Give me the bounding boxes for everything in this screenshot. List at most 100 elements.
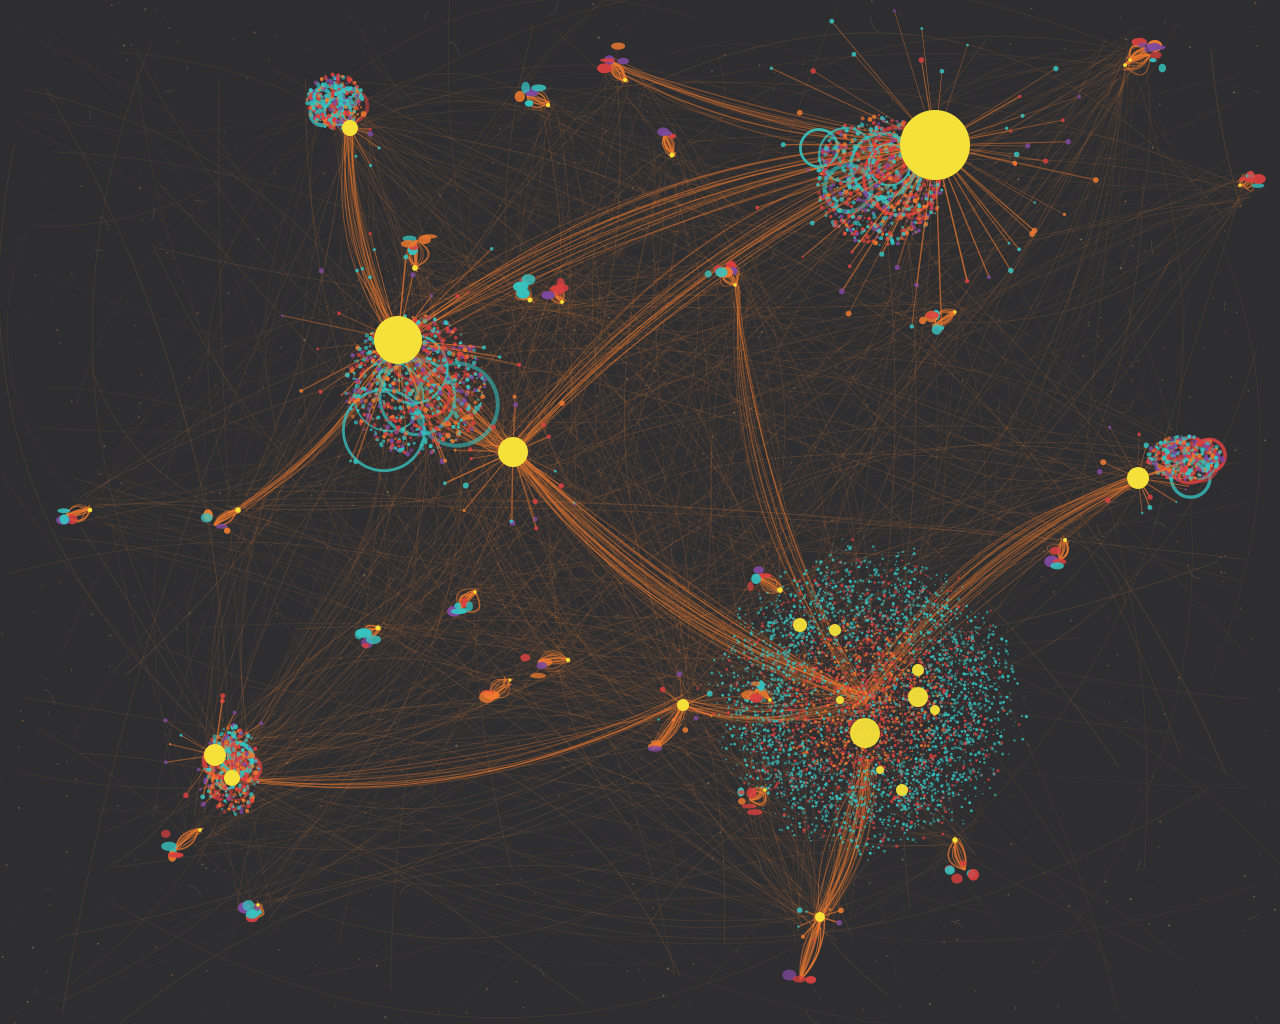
cluster-node [804, 632, 806, 634]
cluster-node [901, 600, 904, 602]
noise-node [144, 8, 147, 11]
noise-node [1151, 146, 1154, 149]
cluster-node [949, 726, 953, 729]
cluster-node [792, 689, 794, 692]
cluster-node [996, 729, 999, 732]
cluster-node [799, 704, 802, 707]
cluster-node [922, 652, 926, 656]
noise-node [1148, 923, 1151, 925]
cluster-node [786, 623, 789, 626]
cluster-node [933, 699, 937, 703]
noise-node [898, 350, 901, 353]
cluster-node [793, 732, 796, 735]
cluster-node [974, 753, 977, 757]
noise-node [1131, 379, 1134, 382]
cluster-node [778, 757, 780, 759]
cluster-node [936, 603, 939, 606]
noise-node [98, 473, 101, 476]
noise-node [1118, 385, 1120, 388]
cluster-node [776, 651, 780, 655]
cluster-node [1004, 665, 1008, 669]
noise-node [1129, 897, 1132, 901]
noise-node [1147, 256, 1149, 259]
noise-node [405, 477, 407, 480]
cluster-node [883, 602, 885, 605]
cluster-node [908, 760, 910, 762]
cluster-node [741, 709, 746, 713]
cluster-node [892, 765, 894, 767]
noise-node [155, 10, 158, 13]
cluster-node [883, 696, 885, 698]
cluster-node [901, 589, 903, 591]
cluster-node [873, 797, 876, 800]
cluster-node [771, 740, 774, 744]
cluster-node [868, 668, 870, 671]
cluster-node [700, 684, 703, 687]
noise-node [226, 841, 229, 844]
cluster-node [930, 764, 934, 768]
cluster-node [811, 624, 813, 626]
cluster-node [885, 633, 887, 635]
cluster-node [850, 563, 853, 566]
cluster-node [961, 654, 964, 657]
cluster-node [805, 777, 808, 780]
cluster-node [792, 782, 795, 785]
noise-node [1144, 250, 1147, 252]
cluster-node [846, 788, 848, 791]
cluster-node [878, 632, 881, 635]
cluster-node [911, 564, 913, 566]
noise-node [273, 713, 275, 715]
cluster-node [1013, 677, 1016, 680]
noise-node [90, 613, 93, 616]
cluster-node [947, 718, 949, 720]
noise-node [745, 951, 748, 954]
noise-node [549, 323, 551, 325]
noise-node [12, 920, 15, 923]
noise-node [196, 312, 199, 315]
cluster-node [945, 668, 947, 671]
cluster-node [866, 822, 869, 825]
noise-node [176, 40, 179, 43]
cluster-node [916, 751, 919, 754]
cluster-node [836, 720, 841, 724]
cluster-node [787, 617, 790, 621]
cluster-node [859, 798, 861, 801]
cluster-node [901, 645, 904, 649]
noise-node [384, 590, 387, 593]
cluster-node [772, 710, 775, 713]
noise-node [752, 47, 755, 49]
cluster-node [948, 631, 951, 634]
cluster-node [919, 585, 922, 587]
cluster-node [750, 651, 754, 655]
cluster-node [791, 593, 793, 595]
cluster-node [932, 694, 935, 698]
cluster-node [909, 820, 913, 824]
cluster-node [773, 627, 776, 630]
cluster-node [914, 807, 917, 811]
cluster-node [758, 732, 761, 735]
cluster-node [842, 583, 844, 585]
cluster-node [842, 817, 844, 820]
cluster-node [799, 667, 802, 670]
cluster-node [815, 802, 818, 805]
noise-node [1108, 616, 1110, 619]
cluster-node [903, 709, 905, 711]
noise-node [652, 370, 654, 372]
noise-node [438, 194, 441, 197]
cluster-node [956, 756, 959, 759]
cluster-node [811, 636, 814, 639]
cluster-node [959, 745, 961, 747]
noise-node [956, 938, 958, 941]
noise-node [797, 929, 799, 931]
cluster-node [725, 668, 728, 671]
noise-node [829, 560, 831, 563]
noise-node [137, 416, 140, 419]
cluster-node [730, 622, 733, 625]
noise-node [928, 1002, 931, 1005]
cluster-node [826, 632, 830, 636]
cluster-node [791, 774, 794, 777]
cluster-node [917, 824, 920, 826]
cluster-node [862, 813, 865, 815]
cluster-node [847, 822, 849, 824]
